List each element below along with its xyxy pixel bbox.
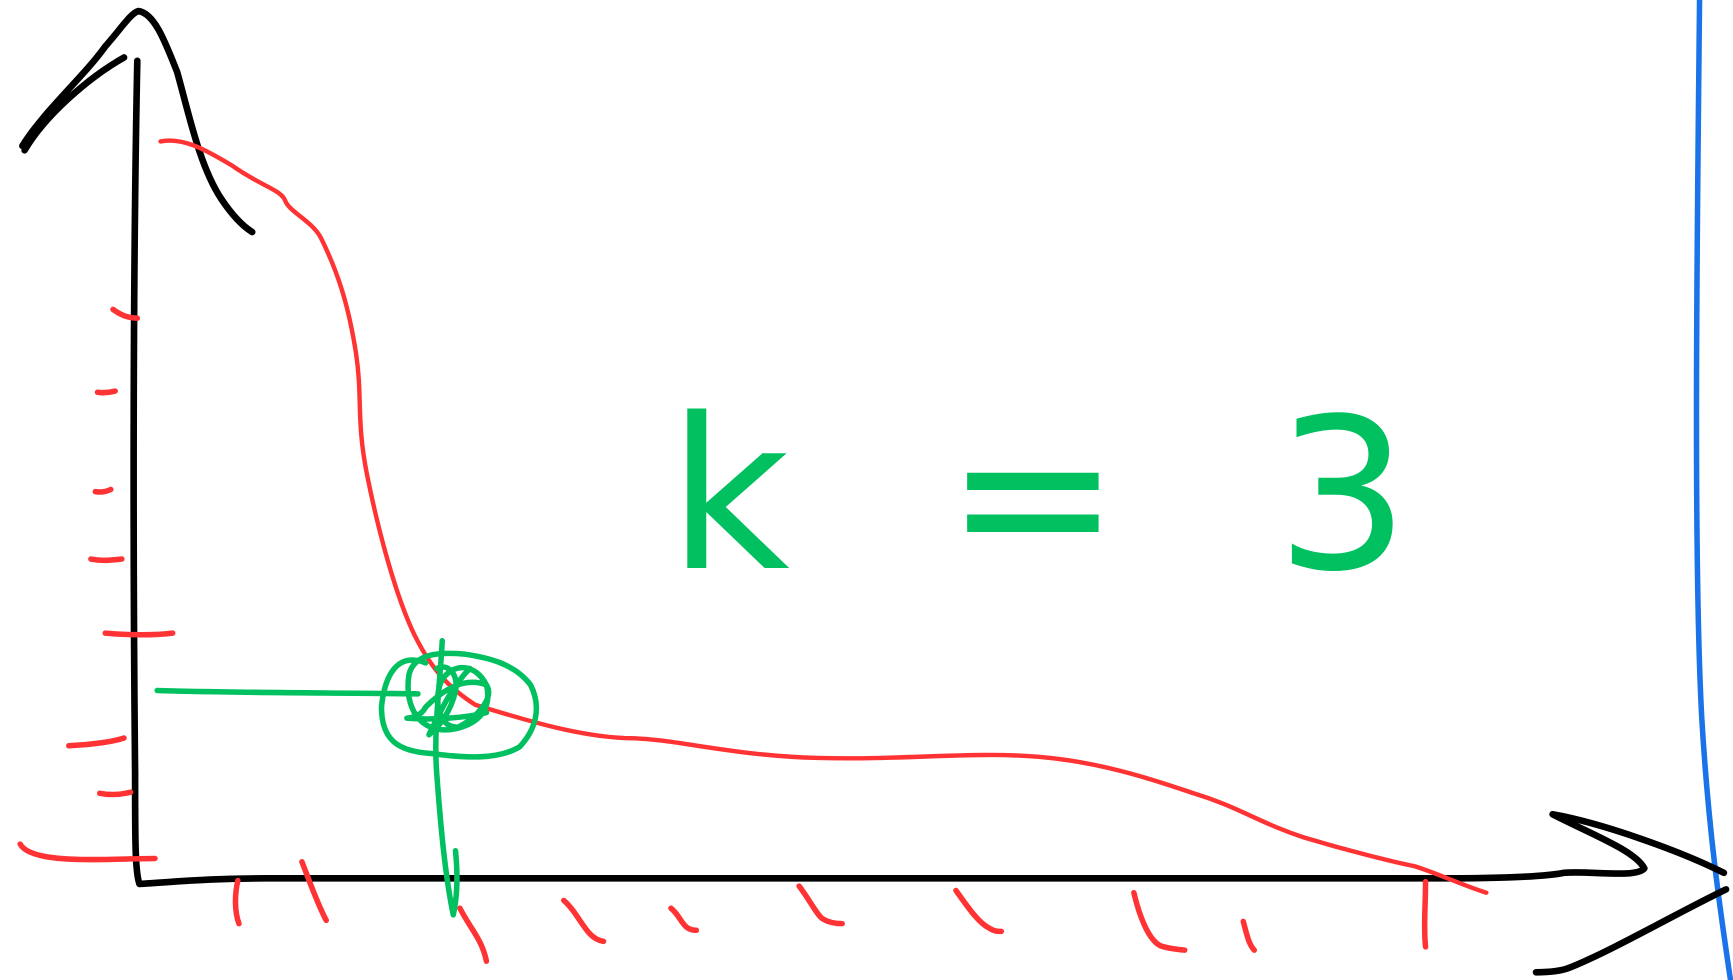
y-axis: [130, 57, 143, 888]
edge-line: [1693, 0, 1733, 980]
elbow-marker: [154, 638, 540, 918]
y-ticks: [17, 306, 176, 863]
x-ticks: [232, 859, 1429, 964]
y-axis-arrow: [19, 7, 256, 236]
annotation: k = 3: [668, 373, 1453, 618]
elbow-curve: [158, 138, 1489, 895]
